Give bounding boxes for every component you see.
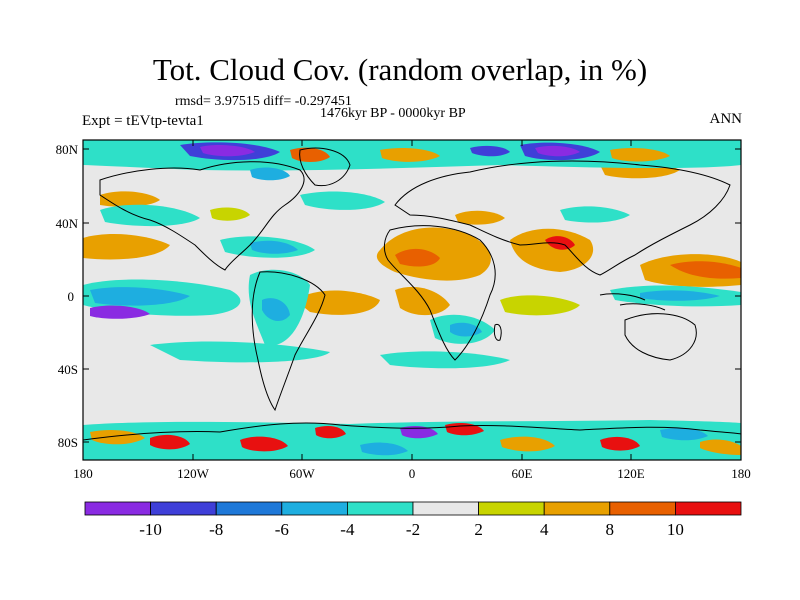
coastline-greenland (299, 147, 351, 187)
anomaly-region (470, 145, 510, 157)
coastline-antarctica (83, 422, 741, 441)
lon-label: 60W (289, 466, 315, 481)
chart-title: Tot. Cloud Cov. (random overlap, in %) (152, 52, 648, 87)
colorbar-swatch (675, 501, 742, 516)
coastlines (83, 147, 741, 441)
anomaly-region (600, 436, 640, 451)
coastline-north-america (99, 161, 305, 271)
anomaly-region (395, 248, 440, 267)
colorbar-swatch (609, 501, 676, 516)
anomaly-region (380, 148, 440, 162)
anomaly-region (200, 144, 255, 157)
colorbar-swatch (150, 501, 217, 516)
lon-labels: 180 120W 60W 0 60E 120E 180 (73, 466, 751, 481)
colorbar-swatch (543, 501, 611, 516)
lon-label: 0 (409, 466, 416, 481)
anomaly-region (670, 261, 741, 279)
anomaly-region (315, 426, 346, 439)
anomaly-field (83, 140, 741, 460)
anomaly-region (640, 290, 720, 301)
anomaly-region (700, 439, 741, 455)
anomaly-region (560, 206, 630, 223)
colorbar-swatch (215, 501, 283, 516)
lon-label: 180 (73, 466, 93, 481)
colorbar-label: -8 (209, 520, 224, 539)
experiment-label: Expt = tEVtp-tevta1 (82, 113, 204, 129)
anomaly-region (83, 234, 170, 260)
anomaly-region (210, 207, 250, 221)
lon-label: 60E (512, 466, 533, 481)
anomaly-region (510, 228, 594, 272)
colorbar-label: -2 (405, 520, 421, 539)
colorbar (84, 501, 742, 516)
lat-label: 0 (68, 289, 75, 304)
anomaly-region (500, 295, 580, 316)
coastline-eurasia (394, 160, 731, 276)
anomaly-region (610, 148, 670, 162)
anomaly-region (545, 236, 575, 250)
colorbar-swatch (412, 501, 479, 516)
anomaly-region (150, 341, 330, 363)
stats-text: rmsd= 3.97515 diff= -0.297451 (175, 94, 352, 109)
colorbar-label: 10 (666, 520, 684, 539)
lat-label: 40S (58, 362, 78, 377)
anomaly-region (400, 426, 438, 439)
period-text: 1476kyr BP - 0000kyr BP (320, 106, 466, 121)
lat-label: 80S (58, 435, 78, 450)
lon-label: 120E (617, 466, 645, 481)
lat-label: 80N (56, 142, 79, 157)
colorbar-swatch (84, 501, 151, 516)
anomaly-region (250, 167, 290, 181)
lat-ticks (83, 148, 741, 443)
lon-ticks (82, 140, 632, 460)
coastline-indonesia (599, 293, 666, 311)
anomaly-region (150, 434, 190, 450)
colorbar-label: 8 (605, 520, 615, 539)
anomaly-region (90, 430, 145, 445)
colorbar-swatch (346, 501, 414, 516)
anomaly-region (300, 191, 385, 210)
anomaly-region (360, 442, 408, 456)
colorbar-swatch (478, 501, 545, 516)
coastline-south-america (251, 271, 326, 412)
colorbar-label: -10 (139, 520, 162, 539)
lat-label: 40N (56, 216, 79, 231)
anomaly-region (90, 305, 150, 319)
coastline-madagascar (493, 323, 502, 341)
anomaly-region (250, 240, 298, 254)
coastline-africa (383, 225, 496, 361)
colorbar-swatch (281, 501, 348, 516)
lon-label: 180 (731, 466, 751, 481)
anomaly-region (380, 351, 510, 369)
anomaly-region (395, 286, 450, 316)
colorbar-label: 4 (539, 520, 549, 539)
anomaly-region (455, 210, 505, 225)
lat-labels: 80N 40N 0 40S 80S (56, 142, 79, 450)
coastline-australia (624, 313, 697, 361)
colorbar-label: -6 (274, 520, 289, 539)
lon-label: 120W (177, 466, 210, 481)
anomaly-region (660, 428, 708, 441)
anomaly-region (100, 191, 160, 207)
anomaly-region (535, 145, 580, 157)
colorbar-label: 2 (474, 520, 483, 539)
season-label: ANN (709, 111, 743, 127)
colorbar-label: -4 (340, 520, 355, 539)
anomaly-region (240, 436, 288, 452)
anomaly-region (500, 436, 555, 452)
anomaly-region (295, 290, 380, 315)
anomaly-region (90, 287, 190, 306)
anomaly-region (262, 298, 290, 322)
